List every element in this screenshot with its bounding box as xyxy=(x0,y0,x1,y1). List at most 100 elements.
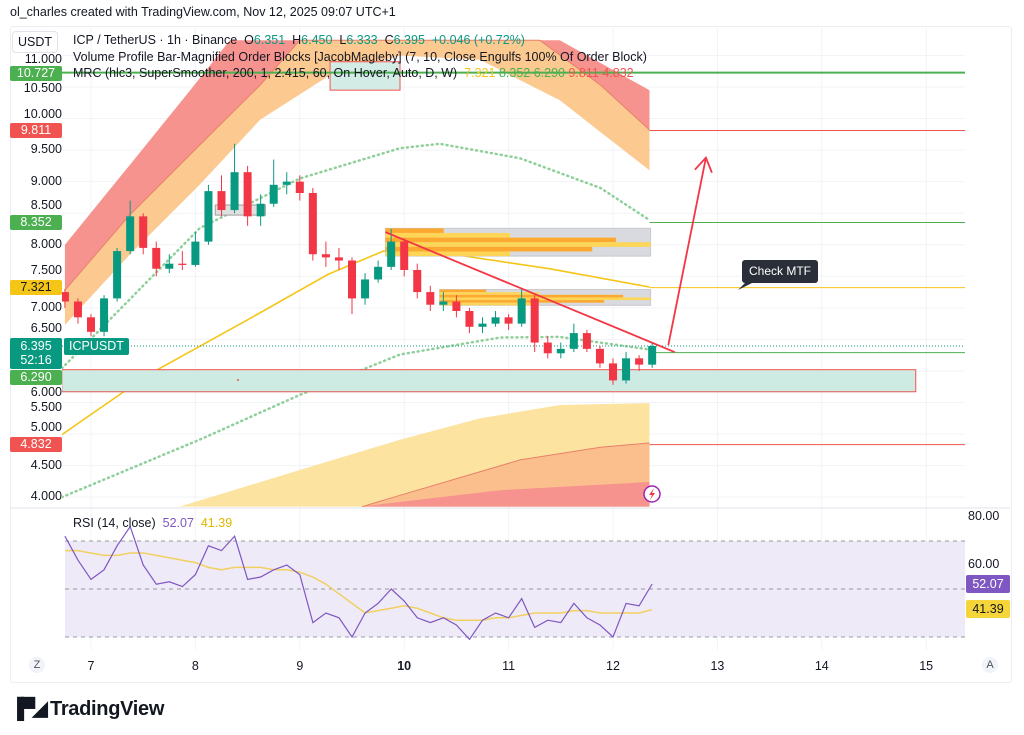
zoom-reset-button[interactable]: Z xyxy=(29,657,45,673)
candle-body xyxy=(256,203,265,217)
candle-body xyxy=(295,181,304,194)
volume-profile-bar xyxy=(385,237,617,243)
support-zone xyxy=(62,369,917,393)
price-tick-label: 6.000 xyxy=(30,385,62,399)
open-value: 6.351 xyxy=(253,33,286,47)
ticker-label: ICPUSDT xyxy=(64,338,129,355)
rsi-ma-badge: 41.39 xyxy=(966,600,1010,618)
candle-body xyxy=(530,298,539,343)
date-tick-label: 9 xyxy=(296,659,304,673)
price-tick-label: 4.000 xyxy=(30,489,62,504)
volume-profile-bar xyxy=(439,302,539,306)
price-tick-label: 9.500 xyxy=(30,142,62,157)
rsi-legend[interactable]: RSI (14, close) 52.07 41.39 xyxy=(73,516,232,530)
candle-body xyxy=(178,263,187,265)
rsi-label: RSI (14, close) xyxy=(73,516,156,530)
candle-body xyxy=(126,216,135,252)
candle-body xyxy=(165,263,174,269)
rsi-pane xyxy=(64,525,965,641)
candle-body xyxy=(191,241,200,265)
candle-body xyxy=(400,241,409,270)
candle-body xyxy=(87,317,95,332)
mrc-value: 4.832 xyxy=(602,66,634,80)
price-tick-label: 8.000 xyxy=(30,236,62,251)
volume-profile-bar xyxy=(439,292,539,295)
candle-body xyxy=(517,298,526,324)
arrow-line xyxy=(667,157,707,346)
date-tick-label: 12 xyxy=(606,659,620,673)
date-tick-label: 10 xyxy=(397,659,412,673)
candle-body xyxy=(361,279,370,299)
volume-profile-bar xyxy=(385,251,511,257)
price-level-badge: 10.727 xyxy=(10,66,62,81)
volume-profile-bar xyxy=(439,289,487,293)
check-mtf-note[interactable]: Check MTF xyxy=(742,260,818,283)
candle-body xyxy=(204,191,213,242)
candle-body xyxy=(321,254,330,258)
date-tick-label: 15 xyxy=(919,659,934,673)
indicator-order-blocks[interactable]: Volume Profile Bar-Magnified Order Block… xyxy=(73,50,647,64)
arrow-head xyxy=(694,156,713,174)
volume-profile-bar xyxy=(439,294,624,298)
indicator-mrc[interactable]: MRC (hlc3, SuperSmoother, 200, 1, 2.415,… xyxy=(73,66,634,80)
tooltip-pointer xyxy=(738,283,752,290)
price-tick-label: 5.000 xyxy=(30,420,62,434)
order-block-small xyxy=(214,204,266,216)
price-tick-label: 10.000 xyxy=(23,107,62,121)
candle-body xyxy=(569,333,578,349)
candle-body xyxy=(595,348,604,364)
candle-body xyxy=(334,257,343,261)
tradingview-logo[interactable]: ▐▀◢ TradingView xyxy=(10,696,164,721)
candle-body xyxy=(62,292,69,302)
price-pane xyxy=(62,39,965,508)
candle-body xyxy=(465,311,474,327)
high-label: H xyxy=(292,33,302,47)
mrc-value: 8.352 xyxy=(498,66,531,80)
rsi-ma-value: 41.39 xyxy=(200,516,233,530)
high-value: 6.450 xyxy=(301,33,333,47)
candle-body xyxy=(556,348,565,354)
lightning-icon[interactable] xyxy=(643,485,661,503)
chart-credit: ol_charles created with TradingView.com,… xyxy=(10,5,396,19)
price-tick-label: 11.000 xyxy=(24,52,62,66)
candle-body xyxy=(113,251,122,299)
symbol-title[interactable]: ICP / TetherUS · 1h · Binance xyxy=(73,33,238,47)
indicator-mrc-label: MRC (hlc3, SuperSmoother, 200, 1, 2.415,… xyxy=(73,66,458,80)
candle-body xyxy=(100,298,109,332)
candle-body xyxy=(543,342,552,354)
tradingview-logo-icon: ▐▀◢ xyxy=(10,698,48,720)
price-level-badge: 4.832 xyxy=(10,437,62,452)
change-value: +0.046 (+0.72%) xyxy=(431,33,525,47)
rsi-axis-label: 80.00 xyxy=(968,509,1000,523)
date-tick-label: 13 xyxy=(710,659,725,673)
rsi-axis-label: 60.00 xyxy=(968,557,1000,571)
logo-text: TradingView xyxy=(50,698,165,720)
candle-body xyxy=(452,301,461,312)
date-tick-label: 14 xyxy=(814,659,829,673)
mrc-lower-dotted-line xyxy=(62,335,651,499)
low-value: 6.333 xyxy=(346,33,378,47)
date-tick-label: 11 xyxy=(502,659,516,673)
candle-body xyxy=(491,317,500,324)
price-tick-label: 9.000 xyxy=(30,173,62,188)
candle-body xyxy=(439,301,448,305)
price-level-badge: 7.321 xyxy=(10,280,62,295)
candle-body xyxy=(374,266,383,280)
candle-body xyxy=(609,363,617,381)
candle-body xyxy=(387,241,396,267)
price-tick-label: 10.500 xyxy=(23,81,62,95)
currency-button[interactable]: USDT xyxy=(12,31,58,53)
rsi-value: 52.07 xyxy=(162,516,194,530)
candle-body xyxy=(582,333,591,349)
rsi-value-badge: 52.07 xyxy=(966,575,1010,593)
mrc-upper-outer-band xyxy=(64,40,650,291)
candle-body xyxy=(243,172,252,217)
price-tick-label: 4.500 xyxy=(30,457,62,472)
close-label: C xyxy=(384,33,394,47)
candle-body xyxy=(648,346,657,365)
price-level-badge: 8.352 xyxy=(10,215,62,230)
auto-scale-button[interactable]: A xyxy=(982,657,998,673)
candle-body xyxy=(230,172,239,211)
candle-body xyxy=(413,269,422,293)
